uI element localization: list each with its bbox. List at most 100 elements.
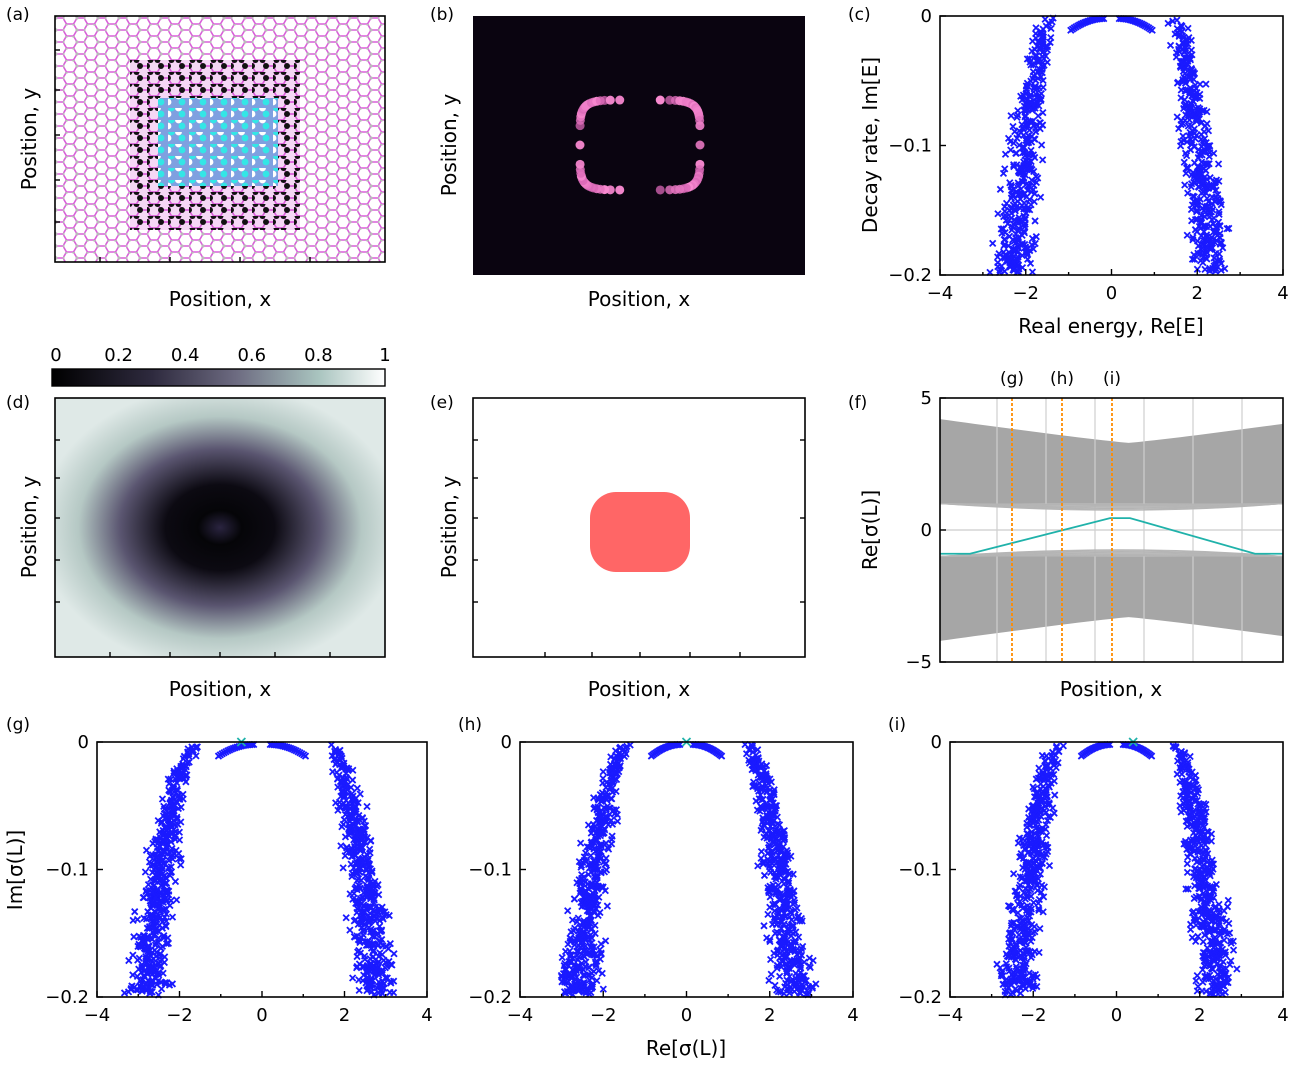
x-tick-label: −2 [166, 1005, 193, 1026]
data-point [1200, 106, 1208, 114]
frame-e [472, 397, 806, 658]
data-point [1191, 842, 1200, 850]
data-point [1039, 893, 1048, 901]
data-point [148, 851, 157, 859]
data-point [1013, 923, 1021, 931]
data-point [1216, 221, 1224, 230]
data-point [1022, 180, 1031, 188]
data-point [1023, 819, 1031, 828]
data-point [766, 865, 775, 873]
data-point [749, 748, 757, 756]
data-point [760, 871, 769, 880]
data-point [1033, 84, 1041, 93]
data-point [1051, 791, 1059, 799]
data-point [328, 752, 336, 760]
data-point [339, 864, 347, 872]
data-point [1035, 816, 1043, 824]
data-point [161, 978, 169, 987]
data-point [1036, 193, 1045, 201]
data-point [350, 864, 358, 872]
x-tick-label: 0 [1106, 283, 1117, 304]
data-point [390, 950, 398, 958]
data-point [1039, 76, 1047, 85]
data-point [1036, 785, 1044, 793]
data-point [1029, 75, 1037, 83]
data-point [1207, 896, 1215, 905]
data-point [1004, 220, 1012, 228]
data-point [1029, 68, 1037, 76]
data-point [1201, 867, 1209, 875]
data-point [153, 870, 161, 878]
data-point [120, 989, 129, 997]
data-point [1179, 119, 1187, 128]
data-point [175, 791, 183, 799]
data-point [1201, 956, 1209, 965]
xlabel-f: Position, x [1060, 677, 1163, 701]
data-point [1192, 977, 1200, 985]
data-point [343, 804, 351, 812]
data-point [146, 862, 155, 870]
data-point [1191, 81, 1199, 89]
data-point [1020, 205, 1028, 213]
panel-label-c: (c) [848, 5, 871, 25]
data-point [592, 897, 601, 905]
scatter-points-c [986, 14, 1233, 277]
data-point [368, 886, 376, 895]
y-tick-label: −0.1 [468, 860, 512, 881]
data-point [1020, 144, 1028, 152]
data-point [177, 818, 185, 826]
data-point [796, 954, 804, 962]
data-point [595, 823, 603, 831]
ring-site [605, 95, 615, 105]
data-point [359, 927, 368, 936]
data-point [1006, 939, 1014, 947]
data-point [570, 927, 578, 935]
data-point [1025, 969, 1033, 977]
data-point [993, 960, 1001, 968]
data-point [1006, 978, 1014, 986]
data-point [1052, 742, 1061, 750]
data-point [1172, 49, 1181, 57]
data-point [603, 902, 611, 910]
data-point [1021, 151, 1029, 160]
data-point [1190, 87, 1198, 95]
data-point [1009, 906, 1017, 915]
data-point [1164, 19, 1172, 27]
panel-label-b: (b) [430, 5, 454, 25]
data-point [179, 760, 187, 768]
x-tick-label: 4 [847, 1005, 858, 1026]
data-point [1025, 906, 1033, 914]
data-point [786, 944, 795, 952]
data-point [1026, 55, 1034, 63]
data-point [1203, 827, 1211, 836]
data-point [1222, 974, 1230, 983]
data-point [159, 898, 167, 907]
data-point [165, 832, 174, 840]
data-point [1184, 885, 1192, 893]
data-point [1032, 57, 1040, 65]
colorbar-tick-label: 0 [50, 345, 61, 366]
data-point [1216, 234, 1224, 242]
data-point [1195, 183, 1203, 191]
colorbar-tick-label: 0.6 [237, 345, 266, 366]
data-point [131, 908, 139, 916]
data-point [1036, 924, 1044, 933]
data-point [1010, 237, 1018, 245]
data-point [563, 987, 571, 996]
data-point [1026, 259, 1035, 268]
data-point [1221, 951, 1229, 959]
data-point [763, 812, 771, 820]
data-point [164, 939, 173, 948]
data-point [1177, 94, 1185, 102]
data-point [1203, 243, 1211, 251]
data-point [142, 846, 151, 854]
data-point [1182, 786, 1190, 794]
data-point [1018, 970, 1026, 978]
data-point [800, 972, 809, 980]
data-point [1179, 34, 1187, 42]
data-point [1210, 884, 1218, 892]
data-point [1210, 926, 1218, 934]
data-point [364, 941, 372, 949]
data-point [1018, 231, 1026, 239]
data-point [1001, 203, 1009, 211]
